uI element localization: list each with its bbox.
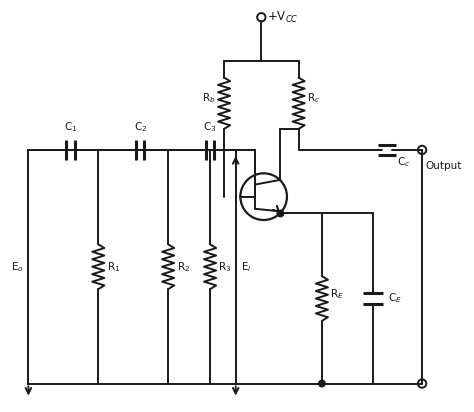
Text: E$_o$: E$_o$ bbox=[11, 260, 24, 274]
Text: C$_E$: C$_E$ bbox=[388, 292, 402, 305]
Text: +V$_{CC}$: +V$_{CC}$ bbox=[267, 10, 299, 25]
Text: Output: Output bbox=[426, 161, 462, 171]
Text: C$_3$: C$_3$ bbox=[203, 120, 217, 133]
Text: C$_2$: C$_2$ bbox=[134, 120, 147, 133]
Circle shape bbox=[277, 210, 284, 217]
Text: R$_3$: R$_3$ bbox=[219, 260, 232, 274]
Circle shape bbox=[319, 380, 325, 387]
Text: R$_c$: R$_c$ bbox=[307, 91, 320, 105]
Text: R$_2$: R$_2$ bbox=[176, 260, 190, 274]
Text: R$_1$: R$_1$ bbox=[107, 260, 120, 274]
Text: R$_E$: R$_E$ bbox=[330, 287, 344, 301]
Text: C$_c$: C$_c$ bbox=[397, 155, 410, 169]
Text: C$_1$: C$_1$ bbox=[64, 120, 77, 133]
Text: E$_i$: E$_i$ bbox=[241, 260, 252, 274]
Text: R$_b$: R$_b$ bbox=[202, 91, 216, 105]
